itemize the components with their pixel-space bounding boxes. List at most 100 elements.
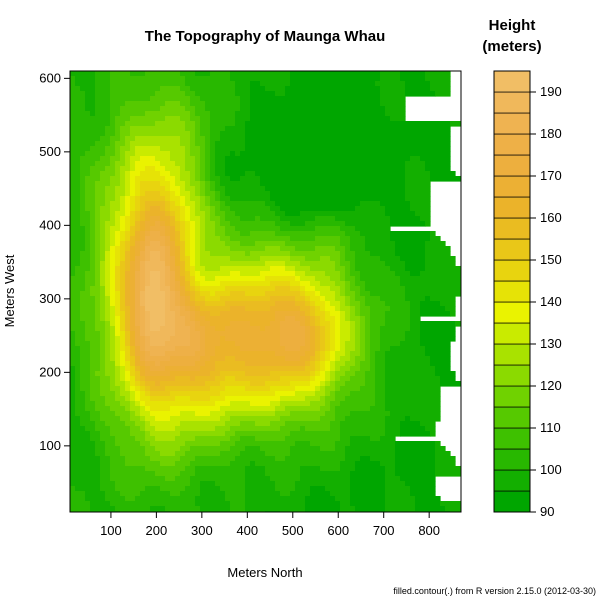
contour-cell [315, 351, 321, 357]
contour-cell [165, 311, 176, 317]
contour-cell [95, 216, 101, 222]
contour-cell [140, 321, 146, 327]
contour-cell [180, 221, 186, 227]
contour-cell [320, 386, 326, 392]
contour-cell [140, 341, 146, 347]
contour-cell [150, 321, 166, 327]
contour-cell [160, 216, 171, 222]
contour-cell [255, 461, 341, 467]
contour-cell [110, 311, 116, 317]
contour-cell [175, 346, 201, 352]
contour-cell [410, 326, 421, 332]
contour-cell [140, 276, 146, 282]
contour-cell [330, 371, 336, 377]
contour-cell [180, 296, 186, 302]
contour-cell [230, 436, 241, 442]
contour-cell [105, 231, 111, 237]
contour-cell [140, 281, 146, 287]
contour-cell [145, 256, 151, 262]
contour-cell [360, 386, 376, 392]
contour-cell [105, 316, 111, 322]
contour-cell [160, 191, 171, 197]
contour-cell [265, 86, 286, 92]
contour-cell [315, 361, 321, 367]
contour-cell [145, 296, 166, 302]
contour-cell [150, 326, 161, 332]
contour-cell [315, 391, 326, 397]
contour-cell [230, 271, 241, 277]
contour-cell [350, 306, 356, 312]
contour-cell [275, 481, 296, 487]
contour-cell [135, 276, 141, 282]
contour-cell [80, 261, 91, 267]
contour-cell [130, 291, 136, 297]
contour-cell [125, 141, 131, 147]
contour-cell [340, 306, 351, 312]
contour-cell [330, 301, 341, 307]
contour-cell [145, 211, 166, 217]
contour-cell [220, 191, 226, 197]
contour-cell [70, 236, 86, 242]
contour-cell [105, 286, 111, 292]
contour-cell [210, 141, 216, 147]
y-tick-label: 500 [39, 144, 61, 159]
contour-cell [275, 391, 296, 397]
contour-cell [195, 221, 201, 227]
contour-cell [190, 191, 196, 197]
contour-cell [130, 71, 146, 77]
contour-cell [95, 181, 111, 187]
contour-cell [330, 346, 336, 352]
contour-cell [270, 281, 291, 287]
contour-cell [245, 291, 266, 297]
contour-cell [75, 371, 81, 377]
contour-cell [95, 71, 111, 77]
contour-cell [200, 226, 206, 232]
contour-cell [90, 286, 101, 292]
contour-cell [275, 301, 296, 307]
contour-cell [110, 161, 116, 167]
contour-cell [165, 176, 176, 182]
contour-cell [185, 206, 191, 212]
contour-cell [130, 326, 136, 332]
contour-cell [115, 126, 121, 132]
key-color-band [493, 154, 531, 177]
contour-cell [95, 371, 106, 377]
contour-cell [335, 216, 391, 222]
contour-cell [360, 201, 381, 207]
contour-cell [345, 351, 351, 357]
contour-cell [70, 506, 91, 512]
contour-cell [190, 236, 196, 242]
contour-cell [105, 186, 116, 192]
contour-cell [200, 366, 216, 372]
contour-cell [200, 346, 206, 352]
contour-cell [385, 206, 411, 212]
contour-cell [140, 351, 146, 357]
contour-cell [245, 251, 251, 257]
contour-cell [95, 421, 106, 427]
contour-cell [375, 361, 386, 367]
contour-cell [300, 471, 351, 477]
contour-cell [175, 311, 181, 317]
contour-cell [385, 106, 406, 112]
contour-cell [85, 106, 96, 112]
contour-cell [115, 251, 121, 257]
contour-cell [375, 371, 386, 377]
contour-cell [340, 261, 351, 267]
contour-cell [175, 211, 181, 217]
contour-cell [380, 71, 401, 77]
contour-cell [205, 101, 241, 107]
contour-cell [180, 291, 186, 297]
contour-cell [105, 266, 111, 272]
contour-cell [115, 321, 121, 327]
contour-cell [405, 181, 431, 187]
contour-cell [190, 211, 196, 217]
contour-cell [245, 171, 256, 177]
contour-cell [85, 236, 91, 242]
contour-cell [95, 276, 101, 282]
contour-cell [105, 191, 116, 197]
contour-cell [120, 231, 126, 237]
contour-cell [195, 231, 201, 237]
contour-cell [95, 251, 101, 257]
contour-cell [130, 191, 136, 197]
contour-cell [90, 266, 96, 272]
